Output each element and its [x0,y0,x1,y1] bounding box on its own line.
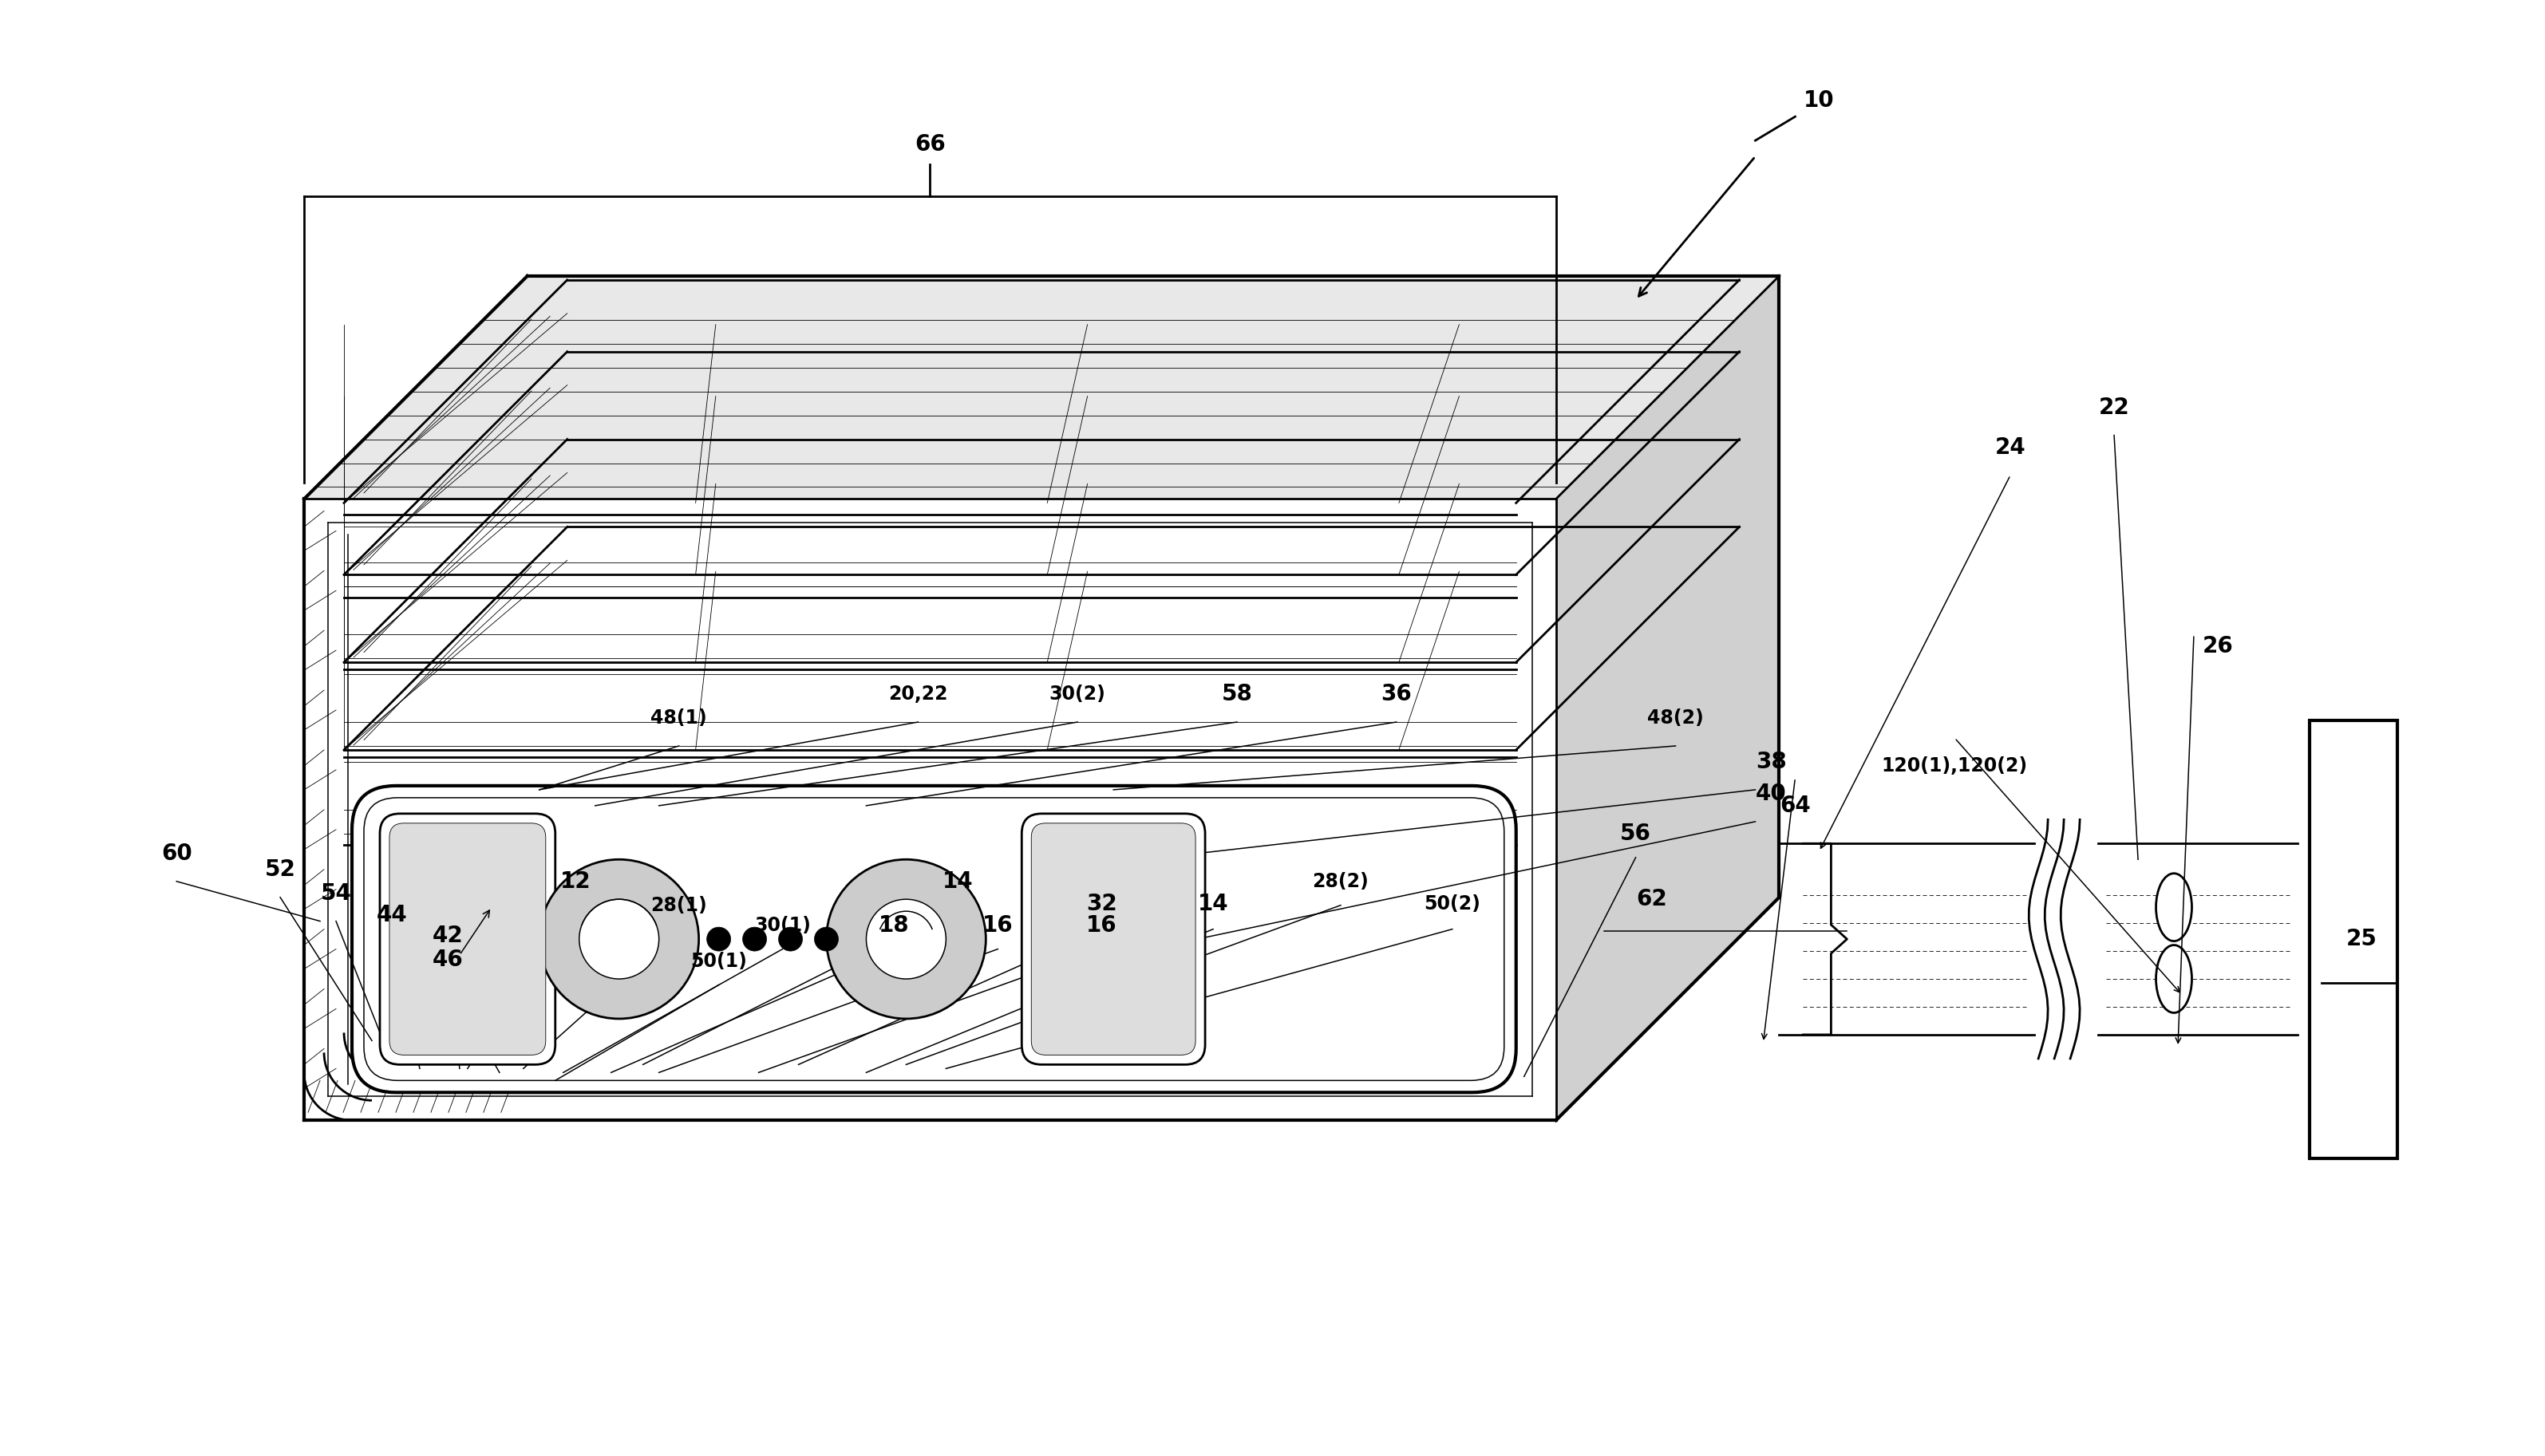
Text: 18: 18 [878,914,909,936]
Ellipse shape [2156,874,2191,941]
Text: 120(1),120(2): 120(1),120(2) [1881,756,2028,776]
Polygon shape [303,277,1779,499]
FancyBboxPatch shape [389,823,545,1056]
Text: 56: 56 [1621,823,1652,844]
Text: 52: 52 [265,858,295,881]
Circle shape [865,900,947,978]
Text: 36: 36 [1382,683,1412,705]
Text: 30(2): 30(2) [1049,684,1107,703]
Text: 30(1): 30(1) [753,916,812,935]
Text: 48(2): 48(2) [1647,709,1703,728]
Text: 42: 42 [433,925,463,946]
Text: 28(1): 28(1) [652,895,708,914]
Text: 62: 62 [1636,888,1667,910]
Circle shape [540,859,700,1019]
Polygon shape [344,575,1517,670]
Polygon shape [1555,277,1779,1120]
Text: 20,22: 20,22 [888,684,947,703]
Text: 60: 60 [160,842,191,865]
Text: 66: 66 [914,134,947,156]
Text: 14: 14 [942,871,972,893]
Polygon shape [303,277,1779,1120]
FancyBboxPatch shape [351,786,1517,1092]
Text: 64: 64 [1779,795,1809,817]
Polygon shape [344,750,1517,844]
Text: 48(1): 48(1) [652,709,708,728]
Circle shape [580,900,659,978]
Polygon shape [344,662,1517,757]
Text: 50(2): 50(2) [1425,894,1481,913]
Text: 22: 22 [2100,396,2130,418]
Text: 58: 58 [1222,683,1252,705]
FancyBboxPatch shape [379,814,555,1064]
Text: 16: 16 [1087,914,1117,936]
Text: 38: 38 [1756,751,1787,773]
Text: 14: 14 [1199,893,1229,914]
Polygon shape [303,499,1555,1120]
Text: 46: 46 [433,948,463,971]
Circle shape [743,927,766,951]
Text: 26: 26 [2201,635,2232,658]
Text: 50(1): 50(1) [690,951,748,971]
Circle shape [708,927,730,951]
FancyBboxPatch shape [1031,823,1196,1056]
Circle shape [779,927,802,951]
Text: 10: 10 [1804,89,1835,112]
Circle shape [814,927,837,951]
Polygon shape [344,515,1517,598]
Text: 25: 25 [2346,927,2377,951]
Text: 28(2): 28(2) [1313,872,1369,891]
Polygon shape [2308,721,2397,1158]
FancyBboxPatch shape [1021,814,1206,1064]
Text: 24: 24 [1995,435,2026,459]
Text: 16: 16 [982,914,1013,936]
Text: 54: 54 [321,882,351,904]
Text: 44: 44 [377,904,407,926]
Ellipse shape [2156,945,2191,1013]
Text: 32: 32 [1087,893,1117,914]
Text: 40: 40 [1756,782,1787,805]
Circle shape [827,859,985,1019]
Text: 12: 12 [560,871,590,893]
